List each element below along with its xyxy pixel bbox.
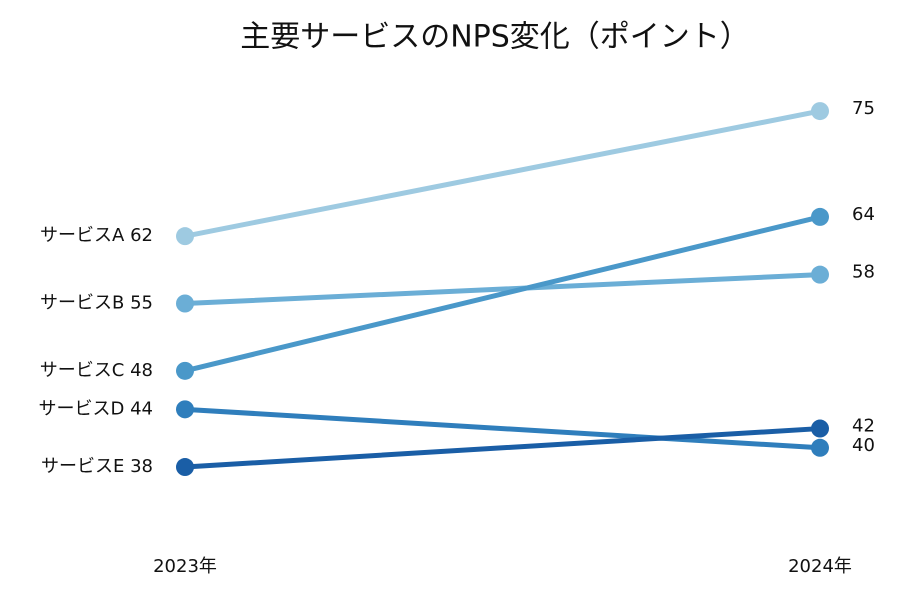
start-value: 55 <box>130 293 153 314</box>
end-value: 64 <box>852 204 875 225</box>
x-tick-label: 2023年 <box>153 556 217 577</box>
series-name: サービスE <box>41 456 124 477</box>
left-label: サービスB 55 <box>40 293 153 314</box>
end-value: 58 <box>852 262 875 283</box>
end-value: 40 <box>852 435 875 456</box>
point <box>176 294 194 313</box>
left-label: サービスC 48 <box>40 360 153 381</box>
point <box>811 102 829 121</box>
slope-line <box>182 406 823 451</box>
end-value: 75 <box>852 98 875 119</box>
point <box>176 227 194 246</box>
point <box>176 400 194 419</box>
point <box>176 361 194 380</box>
left-label: サービスE 38 <box>41 456 153 477</box>
slope-line <box>182 272 823 306</box>
start-value: 48 <box>130 360 153 381</box>
left-label: サービスA 62 <box>40 225 153 246</box>
series-name: サービスB <box>40 293 124 314</box>
slope-line <box>182 214 823 374</box>
point <box>176 458 194 477</box>
end-value: 42 <box>852 416 875 437</box>
start-value: 38 <box>130 456 153 477</box>
slope-line <box>182 426 823 470</box>
x-tick-label: 2024年 <box>788 556 852 577</box>
slope-line <box>182 108 823 239</box>
series-name: サービスD <box>38 398 124 419</box>
point <box>811 438 829 457</box>
point <box>811 265 829 284</box>
left-label: サービスD 44 <box>38 398 153 419</box>
start-value: 62 <box>130 225 153 246</box>
series-name: サービスC <box>40 360 125 381</box>
series-name: サービスA <box>40 225 125 246</box>
point <box>811 207 829 226</box>
chart-title: 主要サービスのNPS変化（ポイント） <box>240 20 750 55</box>
start-value: 44 <box>130 398 153 419</box>
point <box>811 419 829 438</box>
